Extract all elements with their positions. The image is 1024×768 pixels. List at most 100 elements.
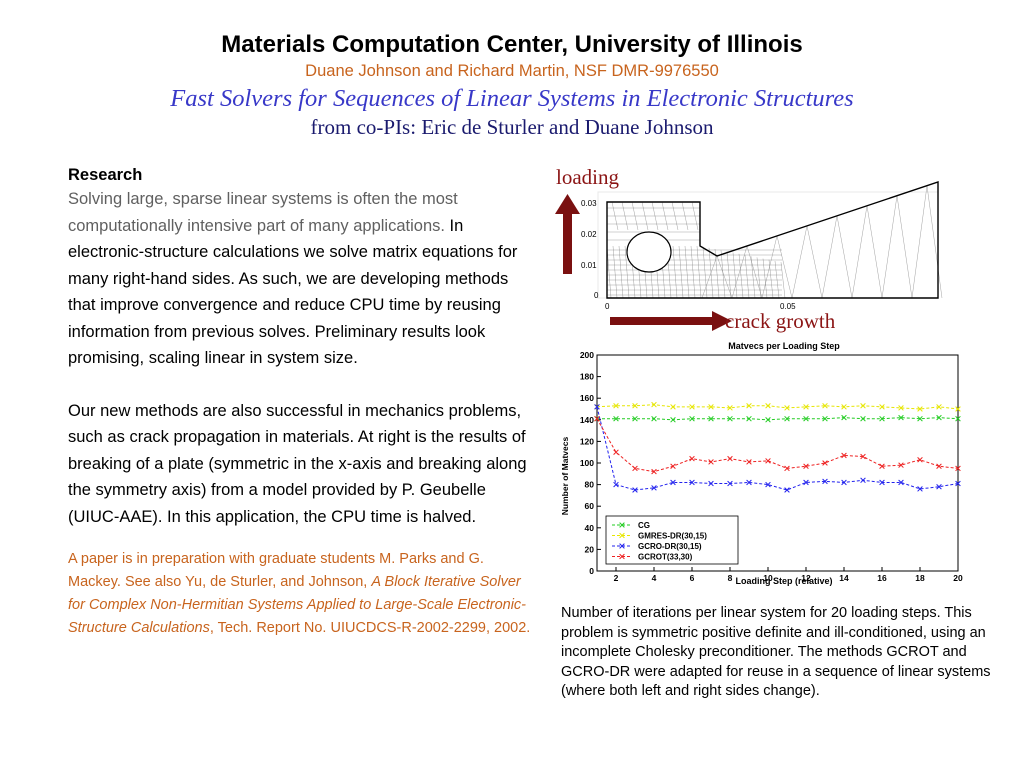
loading-label: loading: [556, 165, 619, 189]
data-point: [619, 532, 625, 539]
y-tick-label: 60: [585, 501, 595, 511]
intro-body: In electronic-structure calculations we …: [68, 216, 518, 368]
data-point: [727, 480, 733, 487]
data-point: [632, 415, 638, 422]
data-point: [955, 406, 961, 412]
data-point: [803, 404, 809, 410]
co-pis-line: from co-PIs: Eric de Sturler and Duane J…: [310, 115, 714, 139]
talk-title: Fast Solvers for Sequences of Linear Sys…: [170, 85, 854, 112]
data-point: [917, 406, 923, 412]
data-point: [936, 484, 942, 490]
legend-label: GCROT(33,30): [638, 553, 693, 562]
data-point: [594, 415, 600, 422]
data-point: [822, 460, 828, 466]
data-point: [784, 405, 790, 411]
figure-caption: Number of iterations per linear system f…: [561, 605, 991, 699]
data-point: [746, 415, 752, 422]
legend-label: GMRES-DR(30,15): [638, 532, 707, 541]
data-point: [936, 463, 942, 469]
data-point: [689, 415, 695, 422]
legend-label: GCRO-DR(30,15): [638, 542, 702, 551]
data-point: [955, 465, 961, 472]
data-point: [936, 414, 942, 421]
data-point: [803, 463, 809, 469]
data-point: [765, 481, 771, 488]
series-gmres-dr-30-15-: [594, 401, 961, 412]
data-point: [619, 553, 625, 560]
data-point: [619, 522, 625, 528]
data-point: [746, 403, 752, 409]
data-point: [594, 404, 600, 410]
data-point: [879, 463, 885, 469]
data-point: [841, 479, 847, 486]
data-point: [613, 481, 619, 488]
data-point: [803, 479, 809, 486]
crack-growth-label: crack growth: [725, 309, 836, 333]
data-point: [784, 415, 790, 422]
y-tick-label: 140: [580, 415, 594, 425]
intro-highlight: Solving large, sparse linear systems is …: [68, 190, 458, 235]
crack-arrow: [610, 317, 714, 325]
x-tick-label: 14: [839, 573, 849, 583]
data-point: [955, 480, 961, 487]
series-gcrot-33-30-: [594, 415, 961, 475]
x-tick-label: 10: [763, 573, 773, 583]
x-tick-label: 8: [728, 573, 733, 583]
chart-title: Matvecs per Loading Step: [728, 341, 840, 351]
data-point: [765, 417, 771, 423]
research-paragraph-1: Solving large, sparse linear systems is …: [68, 186, 538, 372]
plate-hole: [626, 231, 672, 273]
data-point: [708, 459, 714, 465]
data-point: [632, 487, 638, 493]
data-point: [841, 404, 847, 410]
data-point: [841, 452, 847, 459]
authors-grant: Duane Johnson and Richard Martin, NSF DM…: [305, 62, 719, 80]
data-point: [765, 403, 771, 409]
data-point: [708, 480, 714, 487]
data-point: [841, 414, 847, 421]
research-heading: Research: [68, 166, 143, 184]
research-column: Research Solving large, sparse linear sy…: [68, 164, 538, 640]
data-point: [651, 485, 657, 491]
data-point: [727, 415, 733, 422]
data-point: [879, 415, 885, 422]
chart-legend: CG GMRES-DR(30,15)GCRO-DR(30,15) GCROT(33,…: [605, 515, 739, 565]
chart-plot: 0 20 40 60 80 100 120 140 160 180 200 2 4 6 8 10 12 14 16 1…: [580, 350, 963, 583]
data-point: [898, 462, 904, 468]
mesh-ytick: 0.03: [581, 199, 597, 208]
mesh-xtick: 0: [605, 302, 610, 311]
data-point: [689, 404, 695, 410]
loading-arrowhead: [555, 194, 580, 214]
page-title: Materials Computation Center, University…: [221, 31, 803, 58]
data-point: [670, 463, 676, 469]
matvecs-chart: Matvecs per Loading Step Number of Matve…: [560, 341, 963, 586]
data-point: [670, 479, 676, 486]
x-tick-label: 12: [801, 573, 811, 583]
data-point: [651, 415, 657, 422]
data-point: [784, 465, 790, 472]
data-point: [619, 543, 625, 549]
mesh-figure: loading 0.03 0.02 0.01 0 0 0.05 crack gr…: [555, 165, 943, 333]
data-point: [898, 479, 904, 486]
data-point: [898, 414, 904, 421]
data-point: [898, 405, 904, 411]
chart-ylabel: Number of Matvecs: [560, 437, 570, 516]
mesh-ytick: 0.01: [581, 261, 597, 270]
data-point: [746, 459, 752, 465]
chart-xlabel: Loading Step (relative): [735, 576, 832, 586]
series-line: [596, 406, 959, 491]
series-gcro-dr-30-15-: [594, 404, 961, 493]
mesh-ytick: 0: [594, 291, 599, 300]
data-point: [670, 417, 676, 423]
y-tick-label: 200: [580, 350, 594, 360]
x-tick-label: 4: [652, 573, 657, 583]
data-point: [727, 405, 733, 411]
data-point: [651, 401, 657, 408]
reference-title: A Block Iterative Solver for Complex Non…: [68, 574, 527, 636]
data-point: [879, 479, 885, 486]
data-point: [708, 404, 714, 410]
data-point: [955, 415, 961, 422]
x-tick-label: 6: [690, 573, 695, 583]
reference-prefix: A paper is in preparation with graduate …: [68, 551, 484, 590]
y-tick-label: 160: [580, 393, 594, 403]
